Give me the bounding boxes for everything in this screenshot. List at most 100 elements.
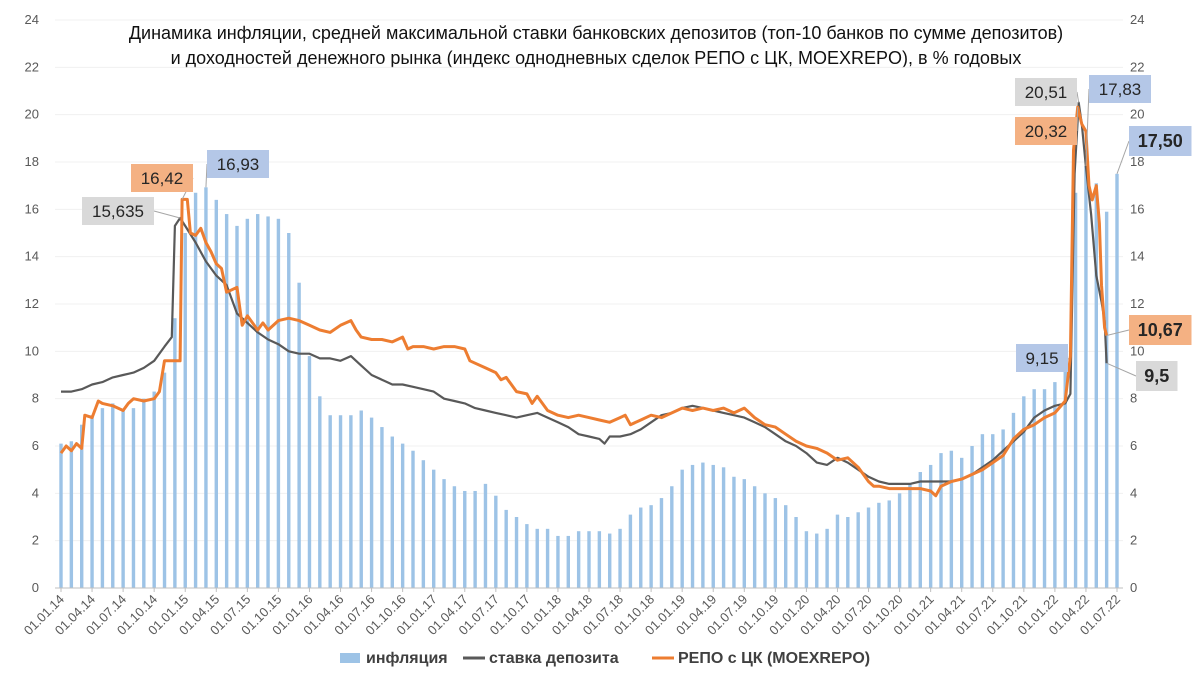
- right-y-tick-label: 2: [1130, 533, 1137, 548]
- inflation-bar: [349, 415, 353, 588]
- callout-box: [1015, 78, 1077, 106]
- inflation-bar: [846, 517, 850, 588]
- inflation-bar: [504, 509, 508, 588]
- inflation-bar: [897, 493, 902, 588]
- inflation-bar: [152, 391, 156, 588]
- inflation-bar: [556, 535, 560, 588]
- legend-label: ставка депозита: [489, 650, 619, 667]
- inflation-bar: [256, 214, 260, 589]
- inflation-bar: [576, 531, 581, 588]
- callout-box: [82, 197, 154, 225]
- right-y-tick-label: 20: [1130, 107, 1144, 122]
- inflation-bar: [131, 408, 136, 588]
- inflation-bar: [224, 214, 229, 589]
- inflation-bar: [1032, 389, 1036, 588]
- end-label-box: [1129, 315, 1192, 345]
- inflation-bar: [690, 464, 695, 588]
- line-series: [59, 101, 1109, 498]
- callout-label: 20,51: [1025, 83, 1068, 102]
- callout-leader-line: [153, 210, 181, 219]
- inflation-bar: [784, 505, 788, 588]
- right-y-tick-label: 18: [1130, 154, 1144, 169]
- right-y-tick-label: 24: [1130, 12, 1144, 27]
- inflation-bar: [142, 398, 146, 588]
- left-y-tick-label: 20: [25, 107, 39, 122]
- inflation-bar: [991, 434, 995, 588]
- end-label: 9,5: [1144, 366, 1169, 386]
- inflation-bar: [183, 233, 187, 588]
- inflation-bar: [1053, 382, 1057, 588]
- inflation-bar: [918, 472, 922, 588]
- inflation-bar: [928, 464, 933, 588]
- inflation-bar: [483, 483, 488, 588]
- inflation-bar: [1042, 389, 1047, 588]
- inflation-bar: [1073, 192, 1078, 588]
- data-callouts: 16,42 16,93 15,635 20,51 17,83 20,32 9,15 17,50…: [82, 75, 1192, 391]
- inflation-bar: [90, 415, 94, 588]
- callout-box: [1016, 344, 1068, 372]
- inflation-bars: [59, 166, 1119, 589]
- inflation-bar: [815, 533, 819, 588]
- inflation-bar: [411, 450, 415, 588]
- inflation-bar: [980, 434, 985, 588]
- callout-leader-line: [1085, 88, 1090, 167]
- inflation-bar: [535, 528, 539, 588]
- inflation-bar: [173, 318, 177, 588]
- inflation-bar: [752, 486, 757, 588]
- inflation-bar: [473, 490, 477, 588]
- right-y-tick-label: 10: [1130, 343, 1144, 358]
- end-label-box: [1129, 126, 1192, 156]
- inflation-bar: [908, 483, 912, 588]
- inflation-bar: [111, 403, 115, 588]
- inflation-bar: [1001, 429, 1005, 588]
- inflation-bar: [442, 479, 446, 588]
- right-y-tick-label: 4: [1130, 485, 1137, 500]
- inflation-bar: [639, 507, 643, 588]
- inflation-bar: [804, 531, 809, 588]
- inflation-bar: [1115, 173, 1119, 589]
- inflation-bar: [421, 460, 426, 588]
- left-y-tick-label: 0: [32, 580, 39, 595]
- inflation-bar: [1094, 183, 1098, 589]
- end-label: 10,67: [1138, 320, 1183, 340]
- inflation-bar: [266, 216, 270, 588]
- right-y-tick-label: 6: [1130, 438, 1137, 453]
- callout-box: [207, 150, 269, 178]
- inflation-bar: [628, 514, 633, 588]
- inflation-bar: [711, 464, 715, 588]
- callout-label: 9,15: [1025, 349, 1058, 368]
- inflation-bar: [618, 528, 622, 588]
- right-y-tick-label: 0: [1130, 580, 1137, 595]
- left-y-tick-label: 8: [32, 391, 39, 406]
- callout-leader-line: [1076, 91, 1080, 103]
- inflation-bar: [1104, 211, 1109, 588]
- inflation-bar: [701, 462, 705, 588]
- callout-label: 15,635: [92, 202, 144, 221]
- inflation-bar: [297, 282, 301, 588]
- inflation-bar: [276, 218, 281, 589]
- inflation-bar: [121, 410, 125, 588]
- right-y-tick-label: 22: [1130, 59, 1144, 74]
- inflation-bar: [1063, 371, 1067, 588]
- chart-title-line-2: и доходностей денежного рынка (индекс од…: [171, 48, 1022, 68]
- legend-item: инфляция: [340, 650, 448, 667]
- inflation-bar: [514, 517, 519, 588]
- inflation-bar: [545, 528, 550, 588]
- inflation-bar: [1022, 396, 1026, 588]
- legend: инфляция ставка депозита РЕПО с ЦК (MOEXRE…: [340, 650, 870, 667]
- left-y-tick-label: 16: [25, 201, 39, 216]
- inflation-bar: [877, 502, 881, 588]
- inflation-bar: [1011, 412, 1016, 588]
- inflation-bar: [866, 507, 871, 588]
- inflation-bar: [608, 533, 612, 588]
- callout-label: 17,83: [1099, 80, 1142, 99]
- callout-box: [1089, 75, 1151, 103]
- inflation-bar: [763, 493, 767, 588]
- inflation-bar: [235, 225, 239, 588]
- inflation-bar: [773, 498, 778, 588]
- inflation-bar: [1084, 166, 1088, 589]
- inflation-bar: [204, 187, 208, 588]
- inflation-bar: [670, 486, 674, 588]
- inflation-bar: [721, 467, 726, 588]
